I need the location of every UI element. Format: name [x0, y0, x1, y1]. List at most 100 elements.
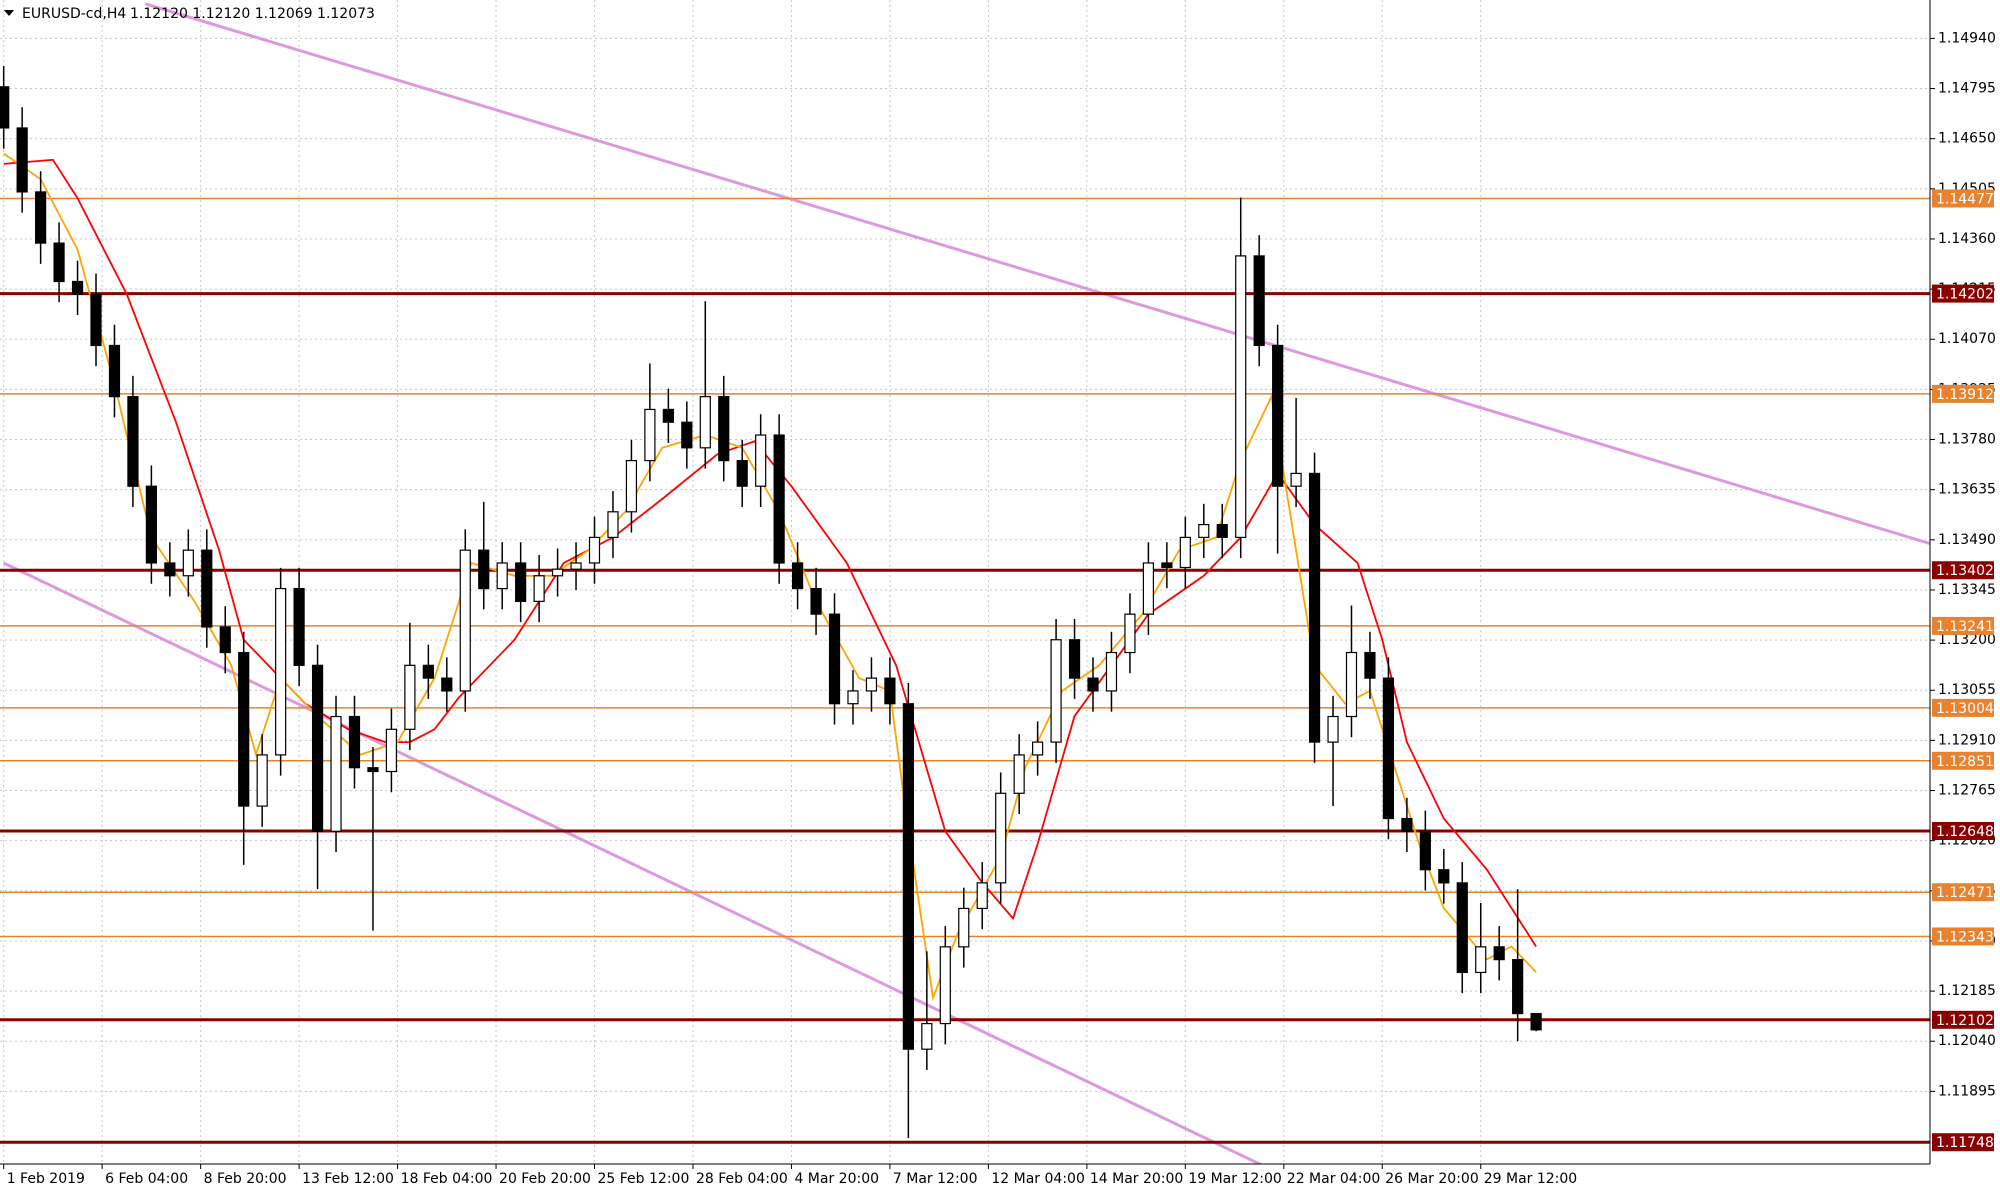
candle-body: [496, 562, 508, 590]
candle-body: [1068, 639, 1081, 679]
labels: 1.149401.147951.146501.145051.143601.142…: [3, 30, 1996, 1187]
candle-body: [939, 946, 951, 1025]
level-label: 1.14202: [1936, 287, 1994, 303]
candle-body: [53, 242, 65, 283]
candle-body: [644, 408, 656, 462]
candle-body: [1512, 959, 1524, 1015]
candle-body: [976, 882, 988, 910]
level-label-box: [1932, 284, 1994, 303]
candle-body: [1087, 677, 1099, 692]
candle-body: [1179, 536, 1191, 569]
level-label-box: [1932, 1133, 1994, 1152]
candle-body: [921, 1023, 933, 1050]
candle-body: [404, 664, 416, 730]
level-label-box: [1932, 751, 1994, 770]
candle-body: [1364, 651, 1376, 679]
y-tick-label: 1.14940: [1938, 30, 1996, 46]
ohlc-values: 1.12120 1.12120 1.12069 1.12073: [130, 6, 375, 22]
header: EURUSD-cd,H4 1.12120 1.12120 1.12069 1.1…: [4, 6, 375, 22]
candle-body: [1456, 882, 1468, 974]
candle-body: [1327, 715, 1339, 743]
candle-body: [865, 677, 878, 692]
candle-body: [662, 408, 674, 423]
candle-body: [256, 754, 268, 807]
x-tick-label: 20 Feb 20:00: [499, 1171, 591, 1187]
level-label-box: [1932, 883, 1994, 902]
candle-body: [1475, 946, 1487, 974]
level-label-box: [1932, 616, 1994, 635]
candle-body: [1253, 255, 1265, 347]
x-tick-label: 22 Mar 04:00: [1287, 1171, 1380, 1187]
candle-body: [1013, 754, 1025, 794]
candle-body: [1419, 830, 1431, 871]
y-tick-label: 1.13635: [1938, 482, 1996, 498]
level-label: 1.13241: [1936, 619, 1994, 635]
candle-body: [1032, 741, 1044, 756]
level-label: 1.13912: [1936, 387, 1994, 403]
candle-body: [902, 703, 914, 1050]
level-label: 1.12102: [1936, 1013, 1994, 1029]
candle-body: [164, 562, 176, 577]
level-label: 1.14477: [1936, 191, 1994, 207]
x-tick-label: 7 Mar 12:00: [893, 1171, 978, 1187]
candle-body: [792, 562, 804, 590]
candle-body: [1235, 255, 1247, 538]
candle-body: [515, 562, 527, 602]
candle-body: [1401, 817, 1413, 832]
candle-body: [884, 677, 896, 705]
candle-body: [459, 549, 471, 692]
candle-body: [71, 280, 84, 295]
level-label: 1.13402: [1936, 563, 1994, 579]
candle-body: [1142, 562, 1154, 615]
trend-line: [144, 2, 1930, 546]
x-tick-label: 26 Mar 20:00: [1385, 1171, 1478, 1187]
candle-body: [367, 767, 379, 773]
candle-body: [1105, 651, 1118, 692]
candle-body: [588, 536, 601, 564]
candle-body: [311, 664, 324, 832]
x-tick-label: 28 Feb 04:00: [696, 1171, 788, 1187]
candle-body: [1050, 639, 1062, 743]
x-tick-label: 25 Feb 12:00: [598, 1171, 690, 1187]
candle-body: [958, 907, 970, 948]
level-label-box: [1932, 821, 1994, 840]
trend-line: [3, 561, 1264, 1164]
candle-body: [755, 434, 767, 487]
x-tick-label: 13 Feb 12:00: [302, 1171, 394, 1187]
candle-body: [681, 421, 693, 449]
y-tick-label: 1.13780: [1938, 432, 1996, 448]
candle-body: [810, 587, 822, 615]
candle-body: [570, 562, 582, 570]
y-tick-label: 1.12910: [1938, 732, 1996, 748]
candle-body: [1382, 677, 1395, 820]
level-label-box: [1932, 927, 1994, 946]
candle-body: [145, 485, 157, 564]
level-label: 1.12343: [1936, 929, 1994, 945]
x-tick-label: 12 Mar 04:00: [991, 1171, 1084, 1187]
candle-body: [1290, 472, 1302, 487]
candle-body: [551, 568, 564, 577]
candle-body: [625, 460, 638, 513]
y-tick-label: 1.13055: [1938, 682, 1996, 698]
y-tick-label: 1.11895: [1938, 1083, 1996, 1099]
candle-body: [275, 587, 287, 756]
x-tick-label: 18 Feb 04:00: [401, 1171, 493, 1187]
level-label-box: [1932, 1010, 1994, 1029]
y-tick-label: 1.14070: [1938, 331, 1996, 347]
level-label: 1.12851: [1936, 754, 1994, 770]
x-tick-label: 19 Mar 12:00: [1188, 1171, 1281, 1187]
candle-body: [699, 396, 711, 449]
candle-body: [828, 613, 841, 705]
candle-body: [1198, 523, 1210, 538]
y-tick-label: 1.12040: [1938, 1033, 1996, 1049]
candle-body: [330, 715, 342, 832]
candle-body: [1272, 344, 1284, 487]
level-label-box: [1932, 384, 1994, 403]
candle-body: [718, 396, 730, 462]
level-label: 1.12471: [1936, 885, 1994, 901]
candle-body: [0, 86, 10, 129]
symbol-title: EURUSD-cd,H4: [22, 6, 126, 22]
candle-body: [1345, 651, 1358, 718]
candle-body: [238, 651, 250, 807]
